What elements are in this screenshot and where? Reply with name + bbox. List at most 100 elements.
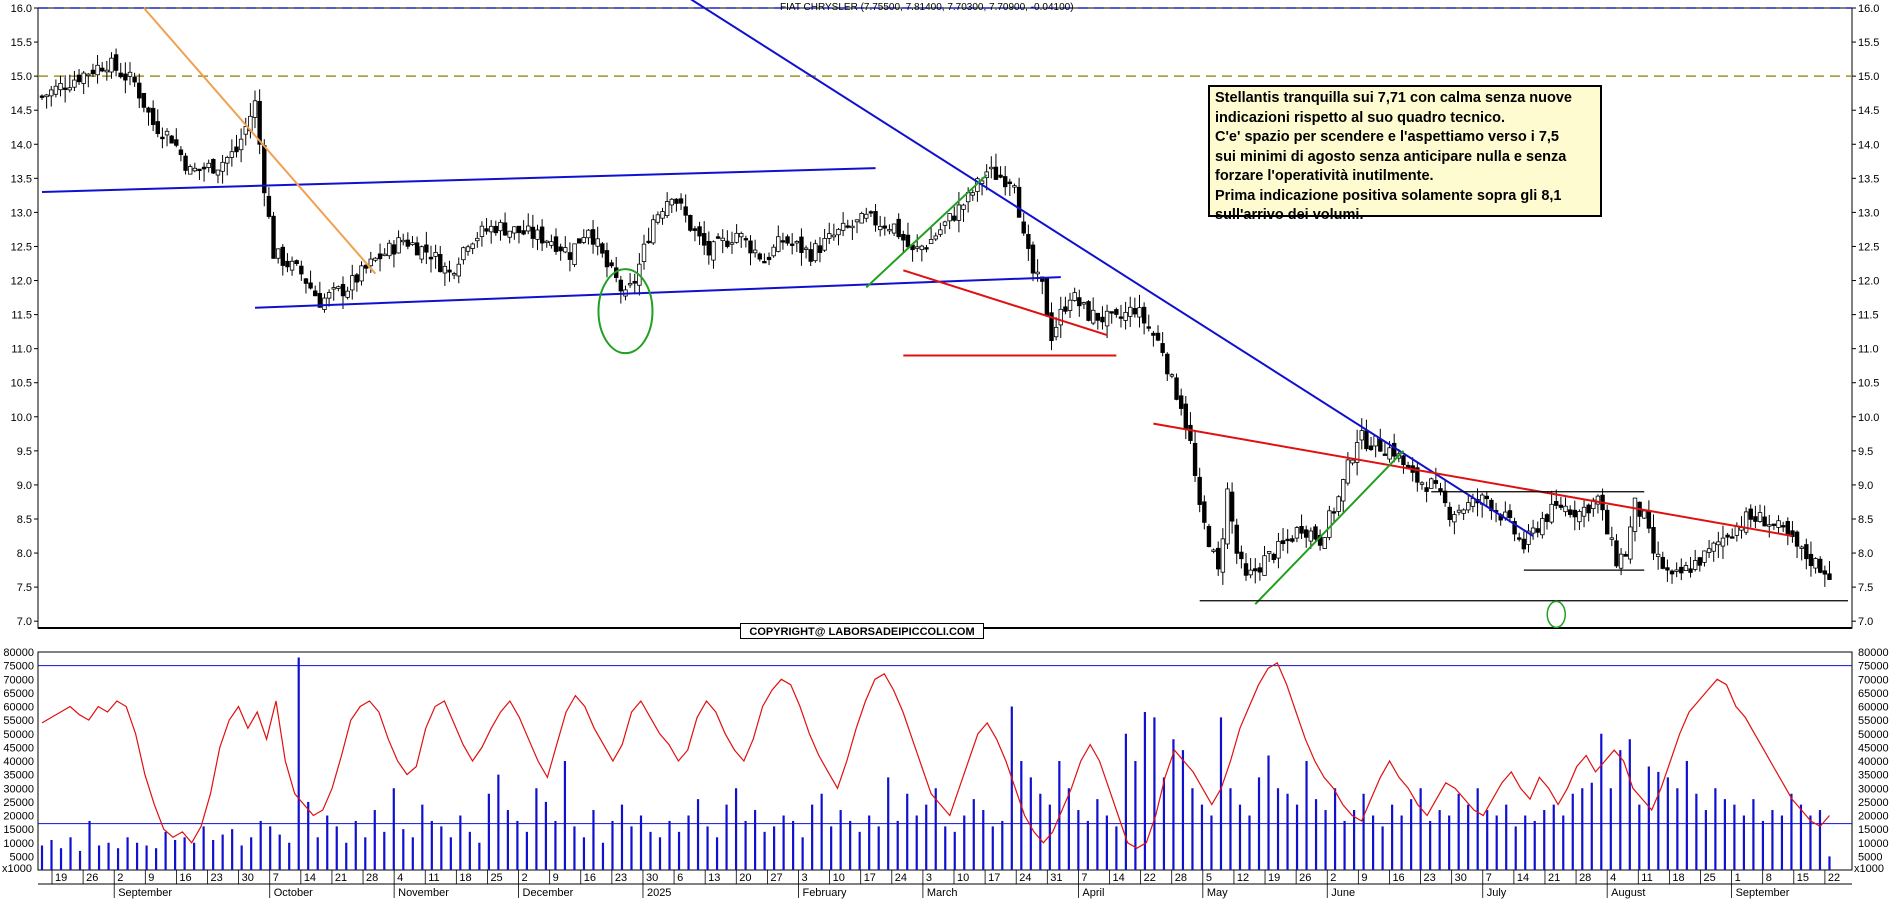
time-tick-label: 18 xyxy=(1672,872,1684,884)
candle-body xyxy=(1197,476,1202,505)
candle-body xyxy=(169,135,174,144)
candle-body xyxy=(461,247,466,261)
price-tick-label: 14.5 xyxy=(1858,105,1879,117)
candle-body xyxy=(1160,343,1165,353)
candle-body xyxy=(1415,467,1420,483)
price-tick-label: 15.5 xyxy=(11,37,32,49)
candle-body xyxy=(1507,510,1513,519)
candle-body xyxy=(905,234,911,248)
time-tick-label: 11 xyxy=(428,872,439,884)
time-tick-label: 2 xyxy=(522,872,528,884)
candle-body xyxy=(1220,538,1226,573)
volume-tick-label: 10000 xyxy=(1858,838,1889,850)
month-label: July xyxy=(1487,887,1507,899)
candle-body xyxy=(424,244,429,253)
month-label: March xyxy=(927,887,958,899)
candle-body xyxy=(479,225,485,237)
candle-body xyxy=(1262,555,1267,576)
highlight-ellipse xyxy=(597,268,654,355)
candle-body xyxy=(896,218,901,238)
trendline-blue xyxy=(254,276,1061,309)
candle-body xyxy=(697,226,702,237)
candle-body xyxy=(581,237,586,243)
time-tick-label: 30 xyxy=(646,872,658,884)
candle-body xyxy=(1512,521,1517,535)
candle-body xyxy=(1243,563,1249,576)
candle-body xyxy=(44,94,49,98)
time-tick-label: 4 xyxy=(1610,872,1616,884)
candle-body xyxy=(1216,547,1221,570)
candle-body xyxy=(90,69,96,75)
candle-body xyxy=(1790,530,1795,537)
time-tick-label: 12 xyxy=(1237,872,1249,884)
trendline-blue xyxy=(690,0,1534,537)
price-tick-label: 13.5 xyxy=(1858,173,1879,185)
candle-body xyxy=(688,215,693,231)
candle-body xyxy=(1327,510,1332,538)
candle-body xyxy=(1433,480,1439,484)
price-tick-label: 13.0 xyxy=(1858,207,1879,219)
candle-body xyxy=(1007,181,1013,185)
candle-body xyxy=(1021,221,1026,234)
candle-body xyxy=(984,171,989,179)
price-trendlines xyxy=(41,0,1848,629)
candle-body xyxy=(1521,538,1527,550)
candle-body xyxy=(771,246,776,257)
highlight-ellipse xyxy=(1546,600,1567,629)
time-tick-label: 24 xyxy=(895,872,907,884)
candle-body xyxy=(234,146,239,153)
candle-body xyxy=(1095,312,1101,321)
time-tick-label: 21 xyxy=(1548,872,1560,884)
month-label: May xyxy=(1207,887,1228,899)
candle-body xyxy=(294,260,299,264)
candle-body xyxy=(1595,495,1601,505)
candle-body xyxy=(1804,544,1809,560)
candle-body xyxy=(915,246,920,249)
candle-body xyxy=(702,233,707,246)
candle-body xyxy=(1146,326,1151,329)
candle-body xyxy=(1280,540,1286,545)
candle-body xyxy=(160,136,165,140)
volume-tick-label: 45000 xyxy=(1858,742,1889,754)
time-tick-label: 17 xyxy=(988,872,1000,884)
candle-body xyxy=(192,167,198,172)
candle-body xyxy=(526,225,531,232)
candle-body xyxy=(572,243,577,265)
time-tick-label: 19 xyxy=(1268,872,1280,884)
candle-body xyxy=(831,234,837,238)
time-tick-label: 7 xyxy=(1486,872,1492,884)
time-tick-label: 23 xyxy=(211,872,223,884)
candle-body xyxy=(340,284,346,297)
oscillator-line xyxy=(41,662,1830,849)
candle-body xyxy=(813,243,818,262)
candle-body xyxy=(433,252,438,257)
volume-unit-label: x1000 xyxy=(1854,863,1884,875)
candle-body xyxy=(187,166,193,175)
price-tick-label: 15.5 xyxy=(1858,37,1879,49)
time-tick-label: 28 xyxy=(1175,872,1187,884)
candle-body xyxy=(243,126,248,135)
time-tick-label: 23 xyxy=(615,872,627,884)
candle-body xyxy=(1248,569,1253,576)
time-tick-label: 3 xyxy=(801,872,807,884)
candle-body xyxy=(512,226,517,234)
month-label: August xyxy=(1611,887,1645,899)
candle-body xyxy=(1419,482,1425,485)
candle-body xyxy=(563,247,568,253)
volume-tick-label: 75000 xyxy=(1858,661,1889,673)
candle-body xyxy=(127,71,133,77)
price-tick-label: 15.0 xyxy=(11,71,32,83)
candle-body xyxy=(729,242,735,245)
price-candles xyxy=(39,48,1832,587)
candle-body xyxy=(1202,501,1207,523)
note-line: sui minimi di agosto senza anticipare nu… xyxy=(1215,148,1567,165)
candle-body xyxy=(377,253,383,260)
candle-body xyxy=(484,228,489,232)
volume-tick-label: 50000 xyxy=(3,729,34,741)
candle-body xyxy=(1716,541,1721,546)
time-tick-label: 9 xyxy=(148,872,154,884)
candle-body xyxy=(1757,512,1763,522)
candle-body xyxy=(864,213,869,219)
candle-body xyxy=(220,161,225,172)
candle-body xyxy=(201,166,207,170)
